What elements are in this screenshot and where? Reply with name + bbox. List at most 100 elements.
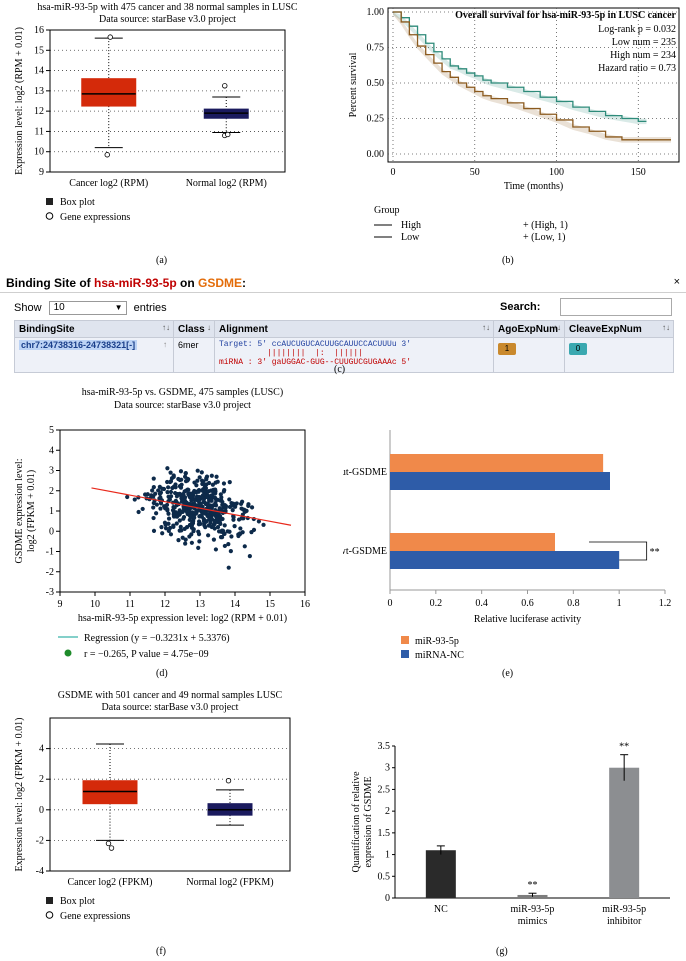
scatter-point	[183, 537, 188, 542]
sort-arrow-icon: ↑	[163, 340, 167, 349]
y-tick-label: -2	[46, 567, 54, 578]
scatter-point	[247, 554, 252, 559]
scatter-point	[202, 523, 207, 528]
x-tick-label: 16	[300, 599, 310, 610]
cell-bindingsite[interactable]: chr7:24738316-24738321[-] ↑	[14, 337, 174, 373]
scatter-point	[174, 521, 179, 526]
ago-badge[interactable]: 1	[498, 343, 516, 355]
scatter-point	[177, 484, 183, 489]
x-tick-label: Cancer log2 (FPKM)	[68, 877, 153, 888]
sort-icon: ↑↓	[162, 323, 170, 332]
scatter-point	[215, 511, 220, 516]
sort-icon: ↓	[207, 323, 211, 332]
chevron-down-icon: ▼	[114, 303, 123, 312]
column-cleaveexpnum[interactable]: CleaveExpNum ↑↓	[564, 320, 674, 338]
scatter-point	[206, 523, 211, 528]
scatter-point	[179, 528, 184, 533]
scatter-point	[125, 494, 130, 500]
panel-f-box-chart: GSDME with 501 cancer and 49 normal samp…	[14, 690, 291, 922]
scatter-point	[177, 518, 182, 523]
legend-circle-marker	[45, 212, 54, 220]
scatter-point	[181, 514, 187, 520]
column-agoexpnum[interactable]: AgoExpNum ↑↓	[493, 320, 565, 338]
plot-frame	[387, 7, 680, 163]
scatter-point	[180, 494, 186, 499]
x-tick-label: 1.2	[659, 598, 672, 609]
x-tick-label: 1	[617, 598, 622, 609]
y-tick-label: 2	[385, 806, 390, 817]
scatter-point	[234, 501, 239, 506]
y-tick-label: 3	[385, 763, 390, 774]
column-alignment[interactable]: Alignment ↑↓	[214, 320, 494, 338]
chart-subtitle: Data source: starBase v3.0 project	[114, 400, 251, 411]
scatter-point	[231, 501, 236, 506]
table-row[interactable]: chr7:24738316-24738321[-] ↑ 6mer Target: …	[14, 337, 674, 373]
cell-cleaveexpnum: 0	[564, 337, 674, 373]
panel-d-scatter-chart: hsa-miR-93-5p vs. GSDME, 475 samples (LU…	[14, 387, 310, 660]
binding-table: BindingSite ↑↓ Class ↓ Alignment ↑↓ AgoExpN…	[14, 320, 674, 373]
column-bindingsite[interactable]: BindingSite ↑↓	[14, 320, 174, 338]
scatter-point	[217, 520, 223, 525]
legend-marker	[401, 650, 409, 658]
scatter-point	[221, 489, 226, 494]
scatter-point	[209, 473, 214, 478]
legend-box-marker	[46, 897, 53, 904]
scatter-point	[215, 479, 220, 484]
x-tick-label: Normal log2 (FPKM)	[186, 877, 273, 888]
y-tick-label: 13	[34, 86, 44, 97]
y-axis-label: Percent survival	[348, 52, 359, 117]
scatter-point	[202, 492, 207, 497]
x-axis-label: hsa-miR-93-5p expression level: log2 (RP…	[78, 613, 287, 624]
y-tick-label: -2	[36, 835, 44, 846]
scatter-point	[192, 497, 197, 503]
scatter-point	[165, 466, 170, 471]
scatter-point	[226, 565, 231, 570]
x-tick-label: Normal log2 (RPM)	[186, 178, 267, 189]
scatter-point	[162, 520, 168, 525]
x-tick-label: miR-93-5p	[511, 904, 555, 915]
y-tick-label: 0.00	[367, 149, 385, 160]
scatter-point	[242, 509, 248, 514]
divider	[0, 292, 686, 293]
y-axis-label: Quantification of relative	[351, 771, 362, 873]
scatter-point	[192, 489, 197, 494]
scatter-point	[200, 488, 205, 493]
scatter-point	[227, 480, 232, 485]
y-tick-label: 5	[49, 425, 54, 436]
x-tick-label: 100	[549, 167, 564, 178]
significance-label: **	[619, 742, 629, 753]
scatter-point	[189, 498, 194, 503]
x-tick-label: NC	[434, 904, 448, 915]
scatter-point	[211, 512, 216, 517]
scatter-point	[201, 499, 206, 504]
y-tick-label: 0.25	[367, 114, 385, 125]
scatter-point	[211, 522, 217, 527]
scatter-point	[211, 537, 217, 542]
scatter-point	[182, 489, 187, 494]
scatter-point	[212, 526, 217, 531]
column-class[interactable]: Class ↓	[173, 320, 215, 338]
scatter-point	[192, 503, 198, 508]
table-header-row: BindingSite ↑↓ Class ↓ Alignment ↑↓ AgoExpN…	[14, 320, 674, 338]
scatter-point	[176, 538, 181, 543]
cleave-badge[interactable]: 0	[569, 343, 587, 355]
stat-annotation: Low num = 235	[612, 37, 676, 48]
entries-select[interactable]: 10 ▼	[48, 301, 127, 315]
scatter-point	[204, 482, 209, 487]
x-tick-label: inhibitor	[607, 916, 642, 927]
regression-line	[91, 487, 292, 526]
scatter-point	[239, 506, 244, 511]
scatter-point	[190, 520, 195, 525]
scatter-point	[189, 525, 194, 530]
bar-mir-93-5p	[390, 533, 555, 551]
y-tick-label: 1	[49, 506, 54, 517]
search-label: Search:	[500, 301, 541, 313]
search-input[interactable]	[560, 298, 672, 316]
scatter-point	[236, 533, 241, 539]
close-icon[interactable]: ×	[673, 276, 680, 288]
legend-circle-marker	[45, 911, 54, 919]
scatter-point	[150, 488, 155, 493]
scatter-point	[240, 499, 245, 504]
bar-mirna-nc	[390, 472, 610, 490]
outlier-point	[105, 840, 112, 847]
